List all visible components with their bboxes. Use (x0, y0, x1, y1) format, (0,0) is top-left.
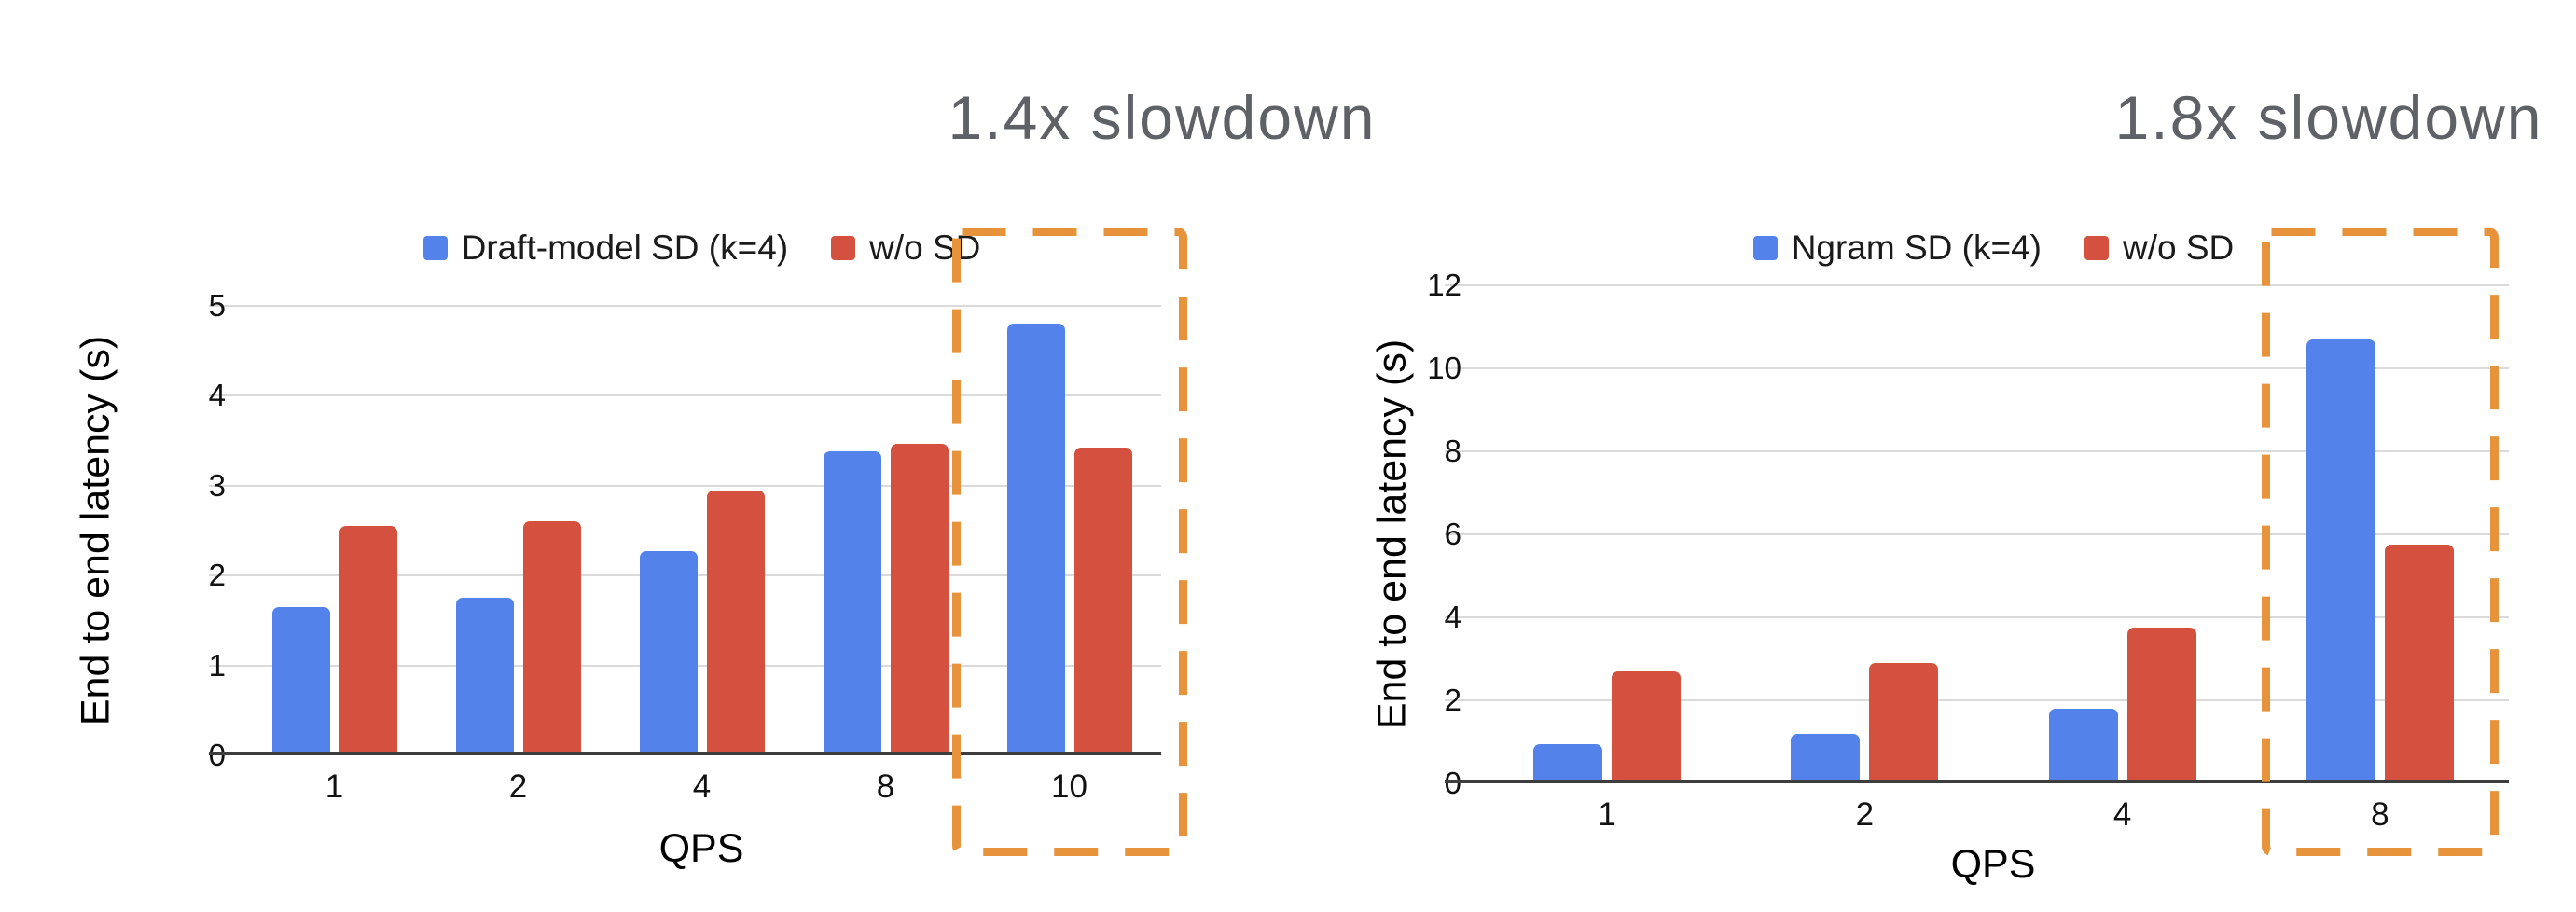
slowdown-annotation: 1.4x slowdown (948, 83, 1377, 152)
bar-sd (639, 551, 698, 755)
plot-area: 0246810121248 (1427, 268, 2509, 833)
y-tick-label: 8 (1444, 434, 1461, 468)
legend-swatch-icon (831, 236, 856, 260)
gridline (1445, 699, 2509, 701)
bar-sd (1791, 733, 1861, 783)
gridline (1445, 367, 2509, 369)
y-tick-label: 2 (1444, 683, 1461, 717)
x-tick-label: 2 (1855, 796, 1875, 833)
legend-entry: w/o SD (831, 228, 980, 268)
y-tick-label: 2 (208, 558, 226, 593)
gridline (1445, 450, 2509, 452)
bar-wo-sd (2384, 545, 2454, 783)
x-tick-label: 4 (2112, 796, 2132, 833)
y-tick-label: 0 (1445, 766, 1461, 801)
legend-swatch-icon (2084, 236, 2110, 260)
bar-sd (2306, 339, 2375, 783)
gridline (1445, 284, 2509, 286)
bar-sd (823, 451, 881, 755)
bar-wo-sd (1869, 662, 1939, 783)
bar-sd (1006, 324, 1065, 755)
axis-baseline (209, 752, 1161, 755)
highlight-dashed-box (2261, 228, 2499, 856)
gridline (1445, 616, 2509, 618)
y-tick-label: 1 (208, 647, 226, 683)
bar-sd (455, 598, 514, 755)
dashed-rect-icon (951, 228, 1187, 856)
y-axis-title: End to end latency (s) (1369, 339, 1415, 730)
legend-label: w/o SD (2123, 228, 2235, 267)
legend: Ngram SD (k=4) w/o SD (1478, 228, 2509, 268)
dashed-rect-icon (2261, 228, 2499, 856)
bar-wo-sd (890, 443, 949, 755)
legend-entry: Draft-model SD (k=4) (422, 228, 789, 268)
legend-entry: w/o SD (2084, 228, 2234, 268)
x-tick-label: 10 (1051, 768, 1087, 805)
bar-wo-sd (1073, 448, 1132, 755)
y-tick-label: 5 (208, 288, 226, 323)
y-tick-label: 12 (1427, 268, 1461, 302)
bar-wo-sd (522, 521, 581, 755)
gridline (209, 305, 1161, 307)
bar-sd (271, 606, 330, 755)
x-axis-title: QPS (1950, 842, 2036, 887)
legend-entry: Ngram SD (k=4) (1752, 228, 2043, 268)
gridline (209, 394, 1161, 397)
bar-sd (1533, 743, 1603, 783)
x-axis-title: QPS (658, 826, 744, 871)
slowdown-annotation: 1.8x slowdown (2114, 83, 2543, 152)
y-tick-label: 4 (208, 378, 226, 413)
plot-area: 012345124810 (209, 288, 1161, 805)
highlight-dashed-box (951, 228, 1187, 856)
legend-swatch-icon (422, 236, 448, 260)
y-tick-label: 10 (1427, 351, 1461, 385)
x-tick-label: 8 (2371, 796, 2389, 833)
x-tick-label: 1 (325, 768, 344, 805)
legend: Draft-model SD (k=4) w/o SD (242, 228, 1161, 268)
x-tick-label: 8 (876, 768, 895, 805)
axis-baseline (1445, 780, 2509, 783)
gridline (1445, 533, 2509, 535)
bar-wo-sd (706, 490, 765, 755)
bar-sd (2048, 708, 2118, 783)
y-tick-label: 4 (1444, 600, 1461, 634)
legend-swatch-icon (1752, 236, 1778, 260)
y-tick-label: 6 (1444, 517, 1461, 551)
bar-wo-sd (1612, 670, 1682, 783)
x-tick-label: 2 (508, 768, 528, 805)
y-tick-label: 3 (208, 467, 226, 503)
x-tick-label: 4 (692, 768, 712, 805)
gridline (209, 484, 1161, 487)
legend-label: Draft-model SD (k=4) (461, 228, 789, 267)
x-tick-label: 1 (1598, 796, 1616, 833)
bar-wo-sd (2126, 628, 2196, 783)
legend-label: Ngram SD (k=4) (1791, 228, 2043, 267)
bar-wo-sd (339, 526, 397, 755)
